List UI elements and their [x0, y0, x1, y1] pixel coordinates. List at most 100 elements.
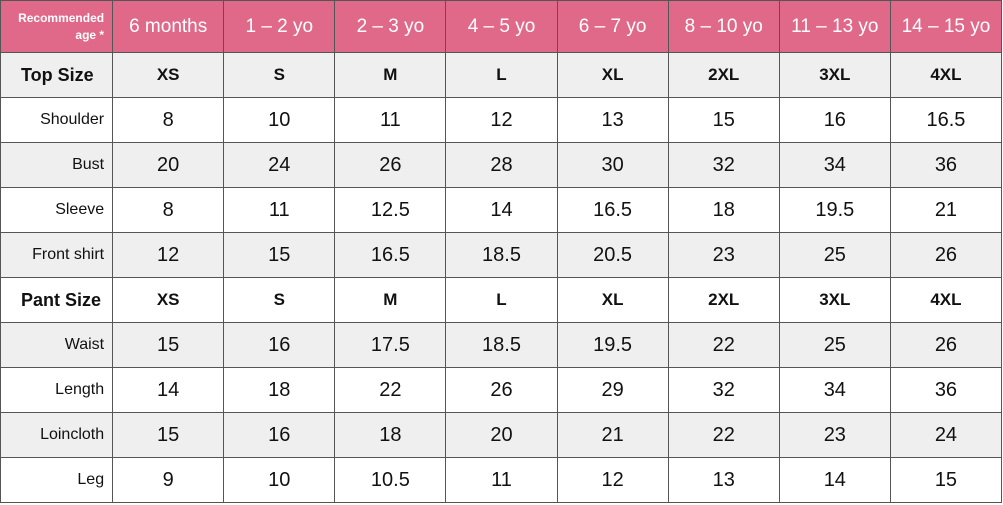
measure-label: Waist: [0, 322, 114, 368]
measure-row: Length 14 18 22 26 29 32 34 36: [0, 367, 1003, 413]
size-cell: S: [223, 52, 336, 98]
size-cell: XS: [112, 277, 225, 323]
measure-value: 12.5: [334, 187, 447, 233]
measure-value: 11: [223, 187, 336, 233]
measure-label: Loincloth: [0, 412, 114, 458]
measure-value: 17.5: [334, 322, 447, 368]
size-cell: 3XL: [778, 52, 891, 98]
size-cell: M: [334, 277, 447, 323]
measure-value: 23: [778, 412, 891, 458]
size-cell: L: [445, 52, 558, 98]
measure-value: 13: [556, 97, 669, 143]
measure-value: 12: [112, 232, 225, 278]
measure-value: 24: [889, 412, 1003, 458]
measure-row: Leg 9 10 10.5 11 12 13 14 15: [0, 457, 1003, 503]
measure-value: 20.5: [556, 232, 669, 278]
measure-value: 16.5: [556, 187, 669, 233]
measure-value: 14: [112, 367, 225, 413]
measure-value: 25: [778, 322, 891, 368]
measure-value: 8: [112, 97, 225, 143]
measure-value: 26: [445, 367, 558, 413]
measure-value: 16.5: [334, 232, 447, 278]
measure-value: 18: [667, 187, 780, 233]
size-cell: L: [445, 277, 558, 323]
measure-value: 14: [778, 457, 891, 503]
measure-label: Bust: [0, 142, 114, 188]
age-header: 6 months: [112, 0, 225, 53]
measure-value: 36: [889, 142, 1003, 188]
section-title: Top Size: [0, 52, 114, 98]
measure-label: Leg: [0, 457, 114, 503]
measure-value: 15: [112, 322, 225, 368]
measure-label: Sleeve: [0, 187, 114, 233]
size-cell: 4XL: [889, 52, 1003, 98]
age-header: 8 – 10 yo: [667, 0, 780, 53]
measure-value: 15: [667, 97, 780, 143]
measure-value: 29: [556, 367, 669, 413]
measure-value: 16: [223, 322, 336, 368]
measure-value: 21: [556, 412, 669, 458]
size-cell: XL: [556, 52, 669, 98]
section-row: Top Size XS S M L XL 2XL 3XL 4XL: [0, 52, 1003, 98]
measure-value: 8: [112, 187, 225, 233]
section-row: Pant Size XS S M L XL 2XL 3XL 4XL: [0, 277, 1003, 323]
section-title: Pant Size: [0, 277, 114, 323]
measure-value: 26: [334, 142, 447, 188]
measure-value: 36: [889, 367, 1003, 413]
measure-value: 12: [556, 457, 669, 503]
measure-value: 10.5: [334, 457, 447, 503]
measure-value: 34: [778, 367, 891, 413]
measure-value: 16: [223, 412, 336, 458]
measure-value: 12: [445, 97, 558, 143]
size-cell: M: [334, 52, 447, 98]
measure-value: 18.5: [445, 232, 558, 278]
measure-value: 22: [667, 412, 780, 458]
measure-value: 30: [556, 142, 669, 188]
measure-value: 14: [445, 187, 558, 233]
measure-label: Shoulder: [0, 97, 114, 143]
age-header: 2 – 3 yo: [334, 0, 447, 53]
age-header: 14 – 15 yo: [889, 0, 1003, 53]
size-cell: 2XL: [667, 277, 780, 323]
measure-value: 26: [889, 232, 1003, 278]
measure-value: 16.5: [889, 97, 1003, 143]
measure-label: Front shirt: [0, 232, 114, 278]
measure-value: 26: [889, 322, 1003, 368]
size-cell: 3XL: [778, 277, 891, 323]
measure-value: 21: [889, 187, 1003, 233]
measure-value: 10: [223, 97, 336, 143]
measure-value: 20: [112, 142, 225, 188]
measure-row: Waist 15 16 17.5 18.5 19.5 22 25 26: [0, 322, 1003, 368]
measure-value: 20: [445, 412, 558, 458]
measure-value: 11: [445, 457, 558, 503]
measure-row: Sleeve 8 11 12.5 14 16.5 18 19.5 21: [0, 187, 1003, 233]
measure-value: 10: [223, 457, 336, 503]
measure-value: 34: [778, 142, 891, 188]
measure-row: Shoulder 8 10 11 12 13 15 16 16.5: [0, 97, 1003, 143]
corner-cell: Recommended age *: [0, 0, 114, 53]
measure-value: 18.5: [445, 322, 558, 368]
measure-row: Loincloth 15 16 18 20 21 22 23 24: [0, 412, 1003, 458]
measure-value: 32: [667, 142, 780, 188]
measure-value: 9: [112, 457, 225, 503]
size-cell: XL: [556, 277, 669, 323]
measure-label: Length: [0, 367, 114, 413]
measure-value: 15: [223, 232, 336, 278]
measure-value: 16: [778, 97, 891, 143]
size-cell: 4XL: [889, 277, 1003, 323]
size-cell: S: [223, 277, 336, 323]
measure-value: 28: [445, 142, 558, 188]
measure-value: 13: [667, 457, 780, 503]
measure-value: 18: [334, 412, 447, 458]
measure-row: Front shirt 12 15 16.5 18.5 20.5 23 25 26: [0, 232, 1003, 278]
header-row: Recommended age * 6 months 1 – 2 yo 2 – 3 y…: [0, 0, 1003, 53]
measure-value: 11: [334, 97, 447, 143]
measure-value: 32: [667, 367, 780, 413]
measure-value: 24: [223, 142, 336, 188]
age-header: 11 – 13 yo: [778, 0, 891, 53]
measure-value: 19.5: [778, 187, 891, 233]
measure-value: 25: [778, 232, 891, 278]
measure-value: 18: [223, 367, 336, 413]
